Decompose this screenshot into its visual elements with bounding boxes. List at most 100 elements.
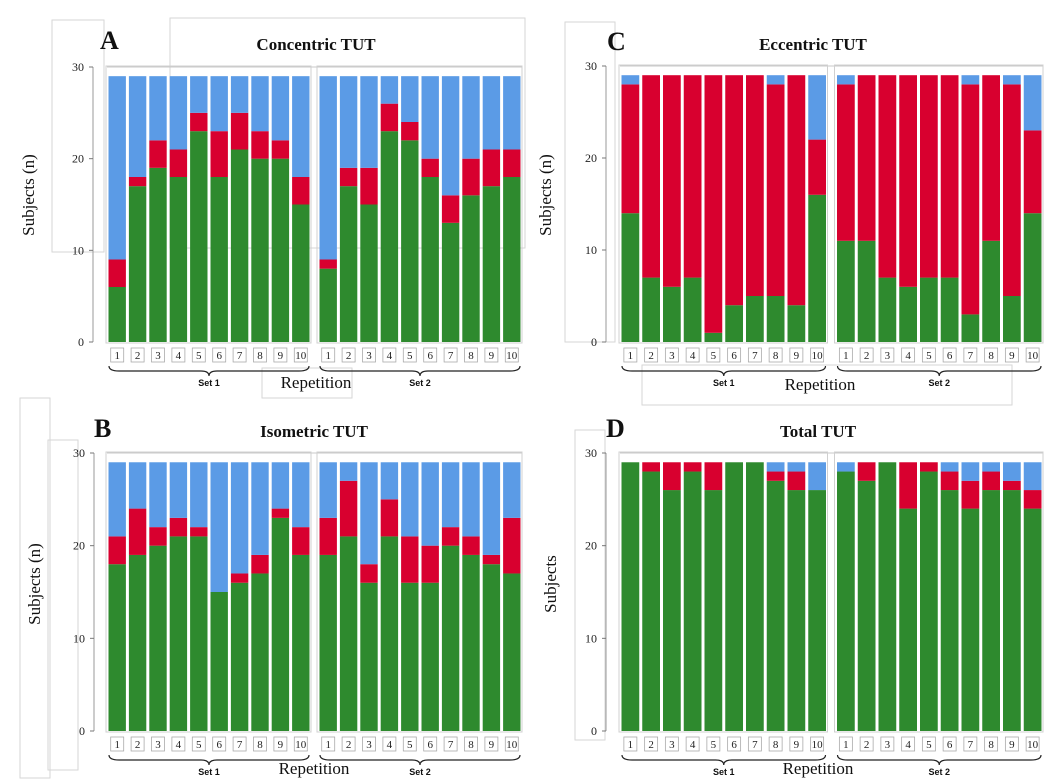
bar-segment-green <box>766 480 785 731</box>
panel-letter: A <box>100 26 119 55</box>
bar-segment-blue <box>421 462 439 546</box>
repetition-label: 3 <box>669 350 675 362</box>
repetition-box <box>1004 347 1019 363</box>
x-axis-label: Repetition <box>785 375 856 394</box>
bar-segment-green <box>108 564 126 731</box>
set-frame <box>834 451 1044 733</box>
bar-segment-red <box>503 517 521 574</box>
repetition-label: 1 <box>628 350 634 362</box>
y-tick-label: 30 <box>585 446 597 460</box>
bar-segment-blue <box>808 75 826 140</box>
repetition-label: 6 <box>947 350 953 362</box>
panel-letter: D <box>606 414 625 443</box>
bar-segment-red <box>441 195 460 223</box>
bar-segment-red <box>190 527 208 537</box>
bar-segment-red <box>982 75 1000 241</box>
bar-segment-green <box>230 149 249 342</box>
bar-segment-red <box>271 140 290 159</box>
set-label: Set 1 <box>198 378 220 388</box>
repetition-label: 8 <box>773 350 779 362</box>
bar-segment-green <box>401 140 419 342</box>
bar-segment-green <box>683 471 702 731</box>
x-axis-label: Repetition <box>783 759 854 778</box>
panel-letter: C <box>607 27 626 56</box>
set-label: Set 2 <box>409 767 431 777</box>
bar-segment-green <box>271 517 290 731</box>
repetition-label: 8 <box>257 739 263 751</box>
repetition-box <box>423 736 438 752</box>
repetition-box <box>838 347 853 363</box>
repetition-label: 9 <box>489 739 495 751</box>
repetition-box <box>789 347 804 363</box>
bar-segment-blue <box>1023 75 1042 131</box>
bar-segment-blue <box>339 462 358 481</box>
repetition-label: 10 <box>1027 739 1039 751</box>
repetition-label: 7 <box>752 739 758 751</box>
bar-segment-blue <box>787 462 806 472</box>
repetition-box <box>984 347 999 363</box>
bar-segment-red <box>1003 84 1021 297</box>
repetition-label: 3 <box>885 739 891 751</box>
repetition-label: 1 <box>843 350 849 362</box>
bar-segment-blue <box>837 75 855 85</box>
set-brace <box>621 754 827 766</box>
bar-segment-green <box>725 305 743 342</box>
repetition-box <box>921 736 936 752</box>
bar-segment-red <box>462 536 480 555</box>
repetition-box <box>664 347 679 363</box>
bar-segment-blue <box>621 75 640 85</box>
bar-segment-blue <box>190 76 208 113</box>
repetition-box <box>747 347 762 363</box>
repetition-label: 3 <box>669 739 675 751</box>
bar-segment-blue <box>766 462 785 472</box>
bar-segment-red <box>746 75 764 296</box>
bar-segment-red <box>1003 480 1021 491</box>
repetition-label: 7 <box>968 350 974 362</box>
bar-segment-blue <box>462 462 480 537</box>
bar-segment-green <box>642 471 660 731</box>
repetition-box <box>130 736 145 752</box>
bar-segment-blue <box>401 462 419 537</box>
repetition-label: 5 <box>407 350 413 362</box>
y-tick-label: 20 <box>73 539 85 553</box>
frame-outline <box>47 439 79 771</box>
bar-segment-green <box>251 158 269 342</box>
repetition-label: 1 <box>325 739 331 751</box>
repetition-label: 4 <box>176 350 182 362</box>
repetition-box <box>402 347 417 363</box>
bar-segment-blue <box>837 462 855 472</box>
bar-segment-green <box>251 573 269 731</box>
panel-letter: B <box>94 414 111 443</box>
repetition-label: 2 <box>135 350 141 362</box>
repetition-box <box>768 347 783 363</box>
x-axis-label: Repetition <box>281 373 352 392</box>
y-tick-label: 0 <box>591 724 597 738</box>
bar-segment-green <box>621 462 640 731</box>
bar-segment-red <box>982 471 1000 491</box>
bar-segment-green <box>940 490 959 731</box>
bar-segment-green <box>462 554 480 731</box>
repetition-box <box>768 736 783 752</box>
bar-segment-red <box>421 545 439 583</box>
y-tick-label: 10 <box>72 243 84 257</box>
bar-segment-red <box>961 480 980 509</box>
repetition-label: 10 <box>1027 350 1039 362</box>
bar-segment-blue <box>766 75 785 85</box>
bar-segment-red <box>940 75 959 278</box>
repetition-box <box>727 347 742 363</box>
bar-segment-green <box>149 545 167 731</box>
repetition-box <box>984 736 999 752</box>
y-tick-label: 0 <box>78 335 84 349</box>
bar-segment-blue <box>401 76 419 122</box>
repetition-label: 9 <box>489 350 495 362</box>
repetition-box <box>880 736 895 752</box>
repetition-box <box>685 347 700 363</box>
bar-segment-red <box>482 554 501 565</box>
repetition-label: 2 <box>135 739 141 751</box>
repetition-box <box>212 736 227 752</box>
bar-segment-blue <box>982 462 1000 472</box>
bar-segment-green <box>380 131 399 342</box>
repetition-label: 10 <box>812 350 824 362</box>
repetition-label: 5 <box>926 350 932 362</box>
repetition-label: 9 <box>278 739 284 751</box>
